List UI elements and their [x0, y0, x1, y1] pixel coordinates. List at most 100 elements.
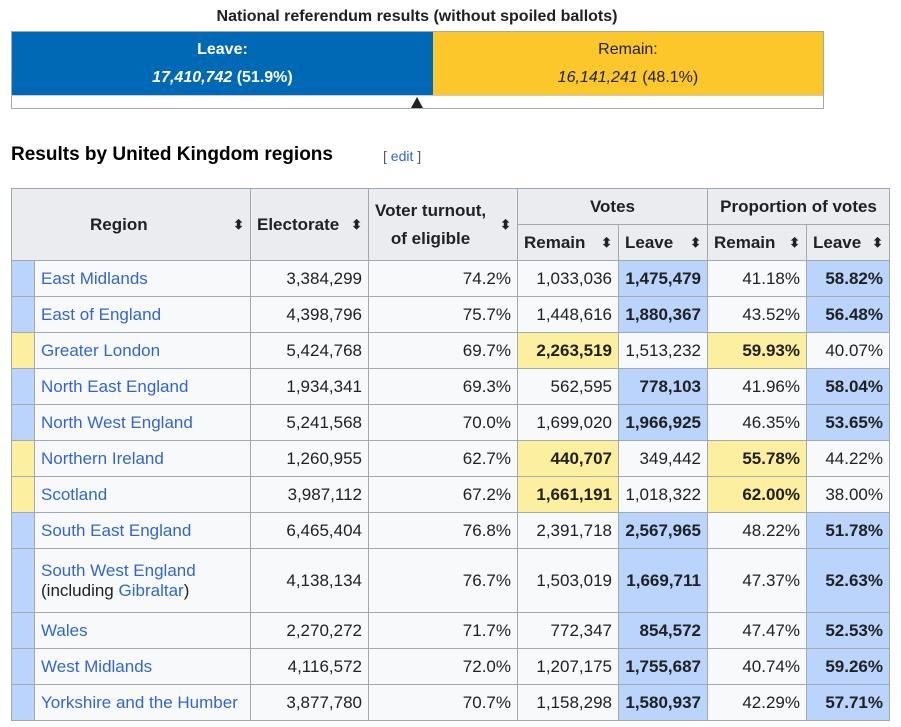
leave-pct-cell: 58.04%	[806, 368, 890, 405]
electorate-cell: 3,384,299	[250, 260, 369, 297]
region-link[interactable]: Scotland	[41, 484, 108, 504]
remain-pct-cell: 41.96%	[707, 368, 807, 405]
leave-label: Leave:	[197, 41, 248, 58]
table-row: West Midlands 4,116,572 72.0% 1,207,175 1,75…	[11, 648, 890, 685]
table-row: Yorkshire and the Humber 3,877,780 70.7% 1,…	[11, 684, 890, 721]
winner-swatch	[11, 440, 35, 477]
region-cell: West Midlands	[34, 648, 251, 685]
remain-pct-cell: 43.52%	[707, 296, 807, 333]
remain-pct-cell: 41.18%	[707, 260, 807, 297]
edit-link[interactable]: edit	[390, 148, 414, 164]
electorate-cell: 4,116,572	[250, 648, 369, 685]
column-header-turnout[interactable]: Voter turnout, of eligible ⬍	[368, 188, 518, 261]
remain-pct-cell: 55.78%	[707, 440, 807, 477]
region-link[interactable]: South East England	[41, 520, 192, 540]
turnout-cell: 75.7%	[368, 296, 518, 333]
section-heading: Results by United Kingdom regions	[11, 144, 333, 165]
region-cell: South East England	[34, 512, 251, 549]
table-row: Greater London 5,424,768 69.7% 2,263,519 1,5…	[11, 332, 890, 369]
leave-pct-cell: 56.48%	[806, 296, 890, 333]
electorate-cell: 3,877,780	[250, 684, 369, 721]
electorate-cell: 5,424,768	[250, 332, 369, 369]
remain-votes-cell: 2,391,718	[517, 512, 619, 549]
remain-pct-cell: 62.00%	[707, 476, 807, 513]
region-link[interactable]: North East England	[41, 376, 189, 396]
table-row: North West England 5,241,568 70.0% 1,699,02…	[11, 404, 890, 441]
turnout-cell: 71.7%	[368, 612, 518, 649]
region-link[interactable]: Wales	[41, 620, 88, 640]
sort-icon[interactable]: ⬍	[351, 216, 362, 232]
sort-icon[interactable]: ⬍	[500, 216, 511, 232]
column-header-electorate[interactable]: Electorate ⬍	[250, 188, 369, 261]
turnout-cell: 72.0%	[368, 648, 518, 685]
column-header-votes-leave[interactable]: Leave ⬍	[618, 224, 708, 261]
electorate-cell: 1,260,955	[250, 440, 369, 477]
column-header-votes-remain[interactable]: Remain ⬍	[517, 224, 619, 261]
sort-icon[interactable]: ⬍	[601, 234, 612, 250]
remain-votes-cell: 1,503,019	[517, 548, 619, 613]
column-header-pct-leave[interactable]: Leave ⬍	[806, 224, 890, 261]
winner-swatch	[11, 368, 35, 405]
leave-pct-cell: 38.00%	[806, 476, 890, 513]
column-group-proportion: Proportion of votes	[707, 188, 890, 225]
results-table: Region ⬍ Electorate ⬍ Voter turnout, of eli…	[11, 188, 890, 721]
sort-icon[interactable]: ⬍	[233, 216, 244, 232]
region-link[interactable]: North West England	[41, 412, 193, 432]
region-link[interactable]: West Midlands	[41, 656, 153, 676]
leave-votes-cell: 349,442	[618, 440, 708, 477]
region-link[interactable]: South West England	[41, 560, 196, 580]
winner-swatch	[11, 476, 35, 513]
table-row: East of England 4,398,796 75.7% 1,448,616 1,…	[11, 296, 890, 333]
column-header-pct-remain[interactable]: Remain ⬍	[707, 224, 807, 261]
table-row: Wales 2,270,272 71.7% 772,347 854,572 47.47% 5…	[11, 612, 890, 649]
remain-votes-cell: 1,661,191	[517, 476, 619, 513]
electorate-cell: 6,465,404	[250, 512, 369, 549]
winner-swatch	[11, 296, 35, 333]
column-header-region[interactable]: Region ⬍	[11, 188, 251, 261]
column-group-votes: Votes	[517, 188, 708, 225]
region-link[interactable]: Greater London	[41, 340, 161, 360]
region-link[interactable]: East of England	[41, 304, 162, 324]
remain-votes-cell: 2,263,519	[517, 332, 619, 369]
region-link[interactable]: East Midlands	[41, 268, 148, 288]
winner-swatch	[11, 548, 35, 613]
winner-swatch	[11, 612, 35, 649]
leave-pct-cell: 52.53%	[806, 612, 890, 649]
region-cell: Yorkshire and the Humber	[34, 684, 251, 721]
winner-swatch	[11, 648, 35, 685]
electorate-cell: 1,934,341	[250, 368, 369, 405]
table-row: Northern Ireland 1,260,955 62.7% 440,707 349…	[11, 440, 890, 477]
sort-icon[interactable]: ⬍	[872, 234, 883, 250]
region-cell: East of England	[34, 296, 251, 333]
remain-votes-cell: 1,699,020	[517, 404, 619, 441]
region-link[interactable]: Yorkshire and the Humber	[41, 692, 238, 712]
leave-votes-cell: 1,018,322	[618, 476, 708, 513]
leave-pct-cell: 51.78%	[806, 512, 890, 549]
table-row: Scotland 3,987,112 67.2% 1,661,191 1,018,322…	[11, 476, 890, 513]
leave-segment: Leave: 17,410,742 (51.9%)	[12, 32, 433, 96]
winner-swatch	[11, 512, 35, 549]
leave-votes-cell: 854,572	[618, 612, 708, 649]
leave-votes-cell: 1,755,687	[618, 648, 708, 685]
region-note-link[interactable]: Gibraltar	[118, 580, 184, 600]
region-link[interactable]: Northern Ireland	[41, 448, 164, 468]
results-table-body: East Midlands 3,384,299 74.2% 1,033,036 1,47…	[11, 260, 890, 721]
region-cell: East Midlands	[34, 260, 251, 297]
leave-votes-cell: 1,966,925	[618, 404, 708, 441]
turnout-cell: 69.3%	[368, 368, 518, 405]
remain-segment: Remain: 16,141,241 (48.1%)	[432, 32, 823, 96]
leave-votes: 17,410,742	[152, 69, 233, 86]
remain-pct-cell: 59.93%	[707, 332, 807, 369]
turnout-cell: 62.7%	[368, 440, 518, 477]
leave-votes-cell: 1,475,479	[618, 260, 708, 297]
turnout-cell: 70.7%	[368, 684, 518, 721]
turnout-cell: 76.8%	[368, 512, 518, 549]
leave-pct-cell: 40.07%	[806, 332, 890, 369]
sort-icon[interactable]: ⬍	[789, 234, 800, 250]
remain-pct-cell: 46.35%	[707, 404, 807, 441]
winner-swatch	[11, 404, 35, 441]
table-row: South East England 6,465,404 76.8% 2,391,71…	[11, 512, 890, 549]
remain-votes-cell: 1,158,298	[517, 684, 619, 721]
remain-votes-cell: 1,448,616	[517, 296, 619, 333]
sort-icon[interactable]: ⬍	[690, 234, 701, 250]
